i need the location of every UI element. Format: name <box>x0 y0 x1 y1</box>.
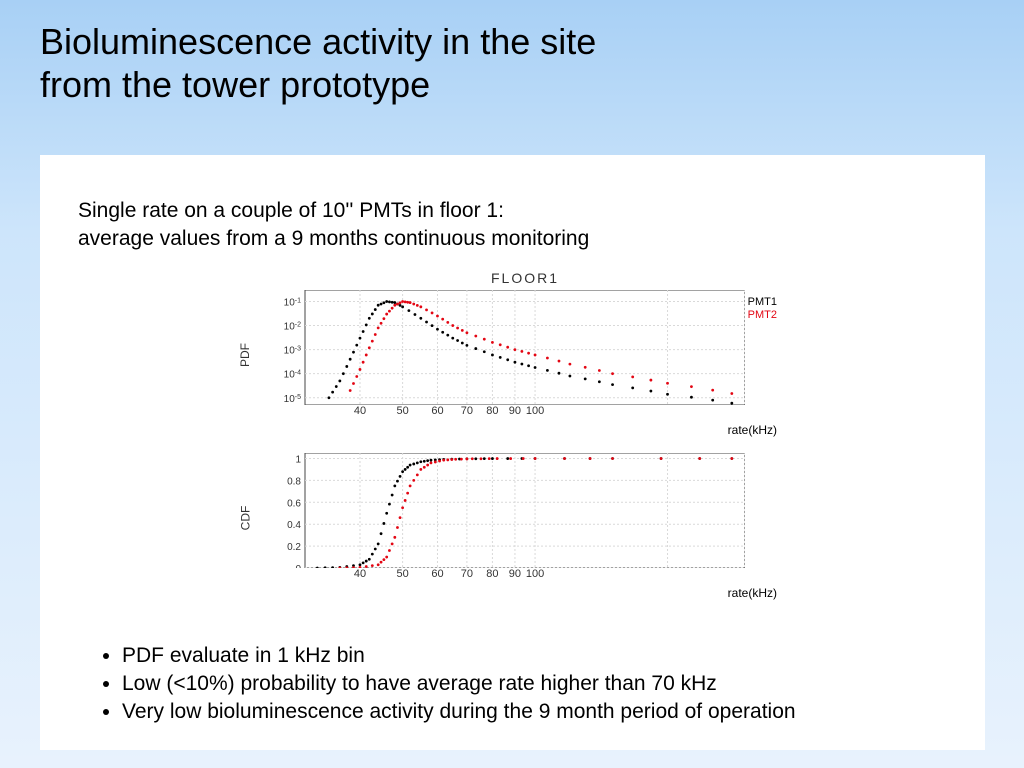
cdf-xaxis-label: rate(kHz) <box>728 586 777 600</box>
svg-text:10-1: 10-1 <box>284 297 301 309</box>
pdf-xticks: 405060708090100 <box>265 405 745 419</box>
content-panel: Single rate on a couple of 10'' PMTs in … <box>40 155 985 750</box>
pdf-ylabel: PDF <box>238 343 252 367</box>
cdf-chart: 00.20.40.60.81 <box>265 453 745 568</box>
description-line-1: Single rate on a couple of 10'' PMTs in … <box>78 199 504 222</box>
slide-title: Bioluminescence activity in the site fro… <box>40 20 596 106</box>
pdf-plot-wrap: PDF 10-110-210-310-410-5 PMT1 PMT2 40506… <box>265 290 785 419</box>
description-block: Single rate on a couple of 10'' PMTs in … <box>78 197 589 254</box>
pdf-chart: 10-1 10-2 10-3 10-4 10-5 <box>265 290 745 405</box>
svg-text:10-5: 10-5 <box>284 393 301 405</box>
svg-text:0.4: 0.4 <box>287 520 301 531</box>
legend-pmt1: PMT1 <box>748 296 777 309</box>
svg-text:0.2: 0.2 <box>287 542 301 553</box>
legend: PMT1 PMT2 <box>748 296 777 322</box>
legend-pmt2: PMT2 <box>748 309 777 322</box>
cdf-ylabel: CDF <box>238 505 252 530</box>
svg-text:10-4: 10-4 <box>284 369 301 381</box>
bullet-item: Low (<10%) probability to have average r… <box>122 672 796 696</box>
pdf-xaxis-label: rate(kHz) <box>728 423 777 437</box>
svg-text:1: 1 <box>295 454 301 465</box>
svg-text:10-3: 10-3 <box>284 345 301 357</box>
svg-text:0.6: 0.6 <box>287 498 301 509</box>
cdf-xticks: 405060708090100 <box>265 568 745 582</box>
bullet-item: PDF evaluate in 1 kHz bin <box>122 644 796 668</box>
cdf-plot-wrap: CDF 00.20.40.60.81 405060708090100 rate(… <box>265 453 785 582</box>
svg-text:0.8: 0.8 <box>287 476 301 487</box>
bullet-item: Very low bioluminescence activity during… <box>122 700 796 724</box>
title-line-1: Bioluminescence activity in the site <box>40 21 596 62</box>
chart-area: FLOOR1 PDF 10-110-210-310-410-5 PMT1 PMT… <box>265 270 785 610</box>
chart-group-title: FLOOR1 <box>265 270 785 286</box>
description-line-2: average values from a 9 months continuou… <box>78 227 589 250</box>
svg-text:10-2: 10-2 <box>284 321 301 333</box>
title-line-2: from the tower prototype <box>40 64 430 105</box>
bullet-list: PDF evaluate in 1 kHz bin Low (<10%) prob… <box>102 644 796 728</box>
